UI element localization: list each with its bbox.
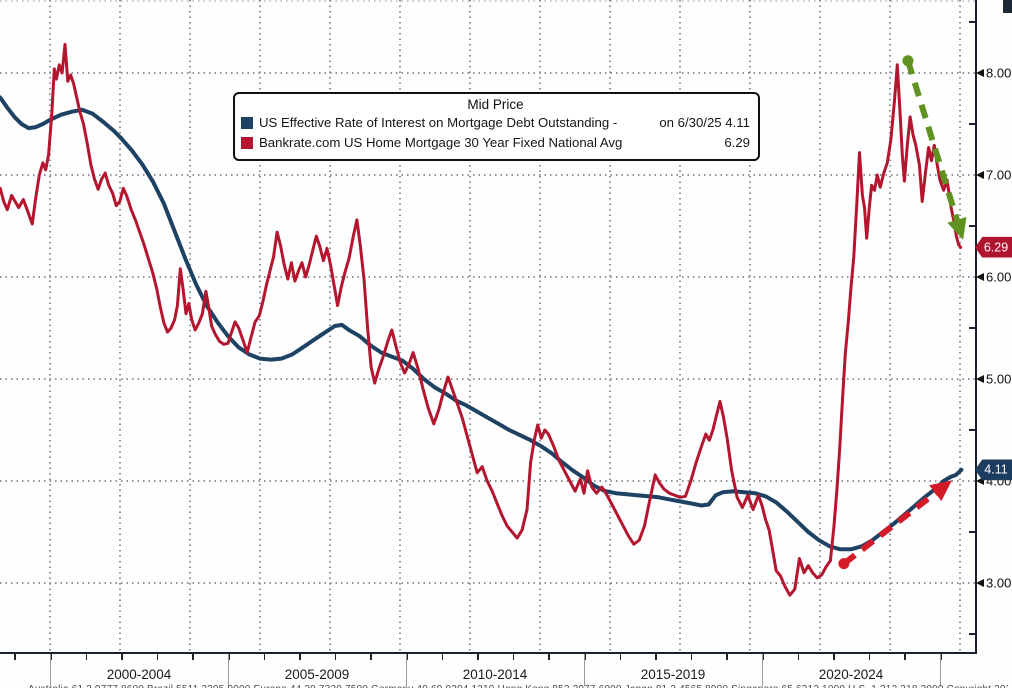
vertical-gridline (959, 0, 961, 652)
x-axis-minor-tick (548, 654, 550, 660)
y-axis-tick-label: 8.00 (986, 65, 1012, 81)
x-axis-minor-tick (512, 654, 515, 660)
x-axis-minor-tick (441, 654, 444, 660)
x-axis-divider (762, 654, 763, 686)
red-series-swatch (241, 137, 253, 149)
corner-handle[interactable] (1003, 0, 1012, 13)
x-axis-minor-tick (192, 654, 194, 660)
horizontal-gridline (0, 378, 975, 380)
series-lines (0, 42, 964, 597)
vertical-gridline (469, 0, 471, 652)
x-axis-minor-tick (263, 654, 266, 660)
y-axis-minor-tick (969, 531, 976, 533)
legend-label: US Effective Rate of Interest on Mortgag… (259, 115, 618, 130)
x-axis-divider (940, 654, 941, 686)
x-axis-minor-tick (619, 654, 622, 660)
x-axis-minor-tick (477, 654, 479, 660)
footer-clipped-text: Australia 61 2 9777 8600 Brazil 5511 239… (28, 684, 1008, 688)
legend-value: on 6/30/25 4.11 (659, 115, 750, 130)
legend-box[interactable]: Mid Price US Effective Rate of Interest … (233, 92, 760, 161)
y-axis-tick-label: 3.00 (986, 575, 1012, 591)
x-axis-divider (228, 654, 229, 686)
y-axis-tick-label: 7.00 (986, 167, 1012, 183)
last-price-badge: 4.11 (975, 459, 1012, 481)
legend-label: Bankrate.com US Home Mortgage 30 Year Fi… (259, 135, 623, 150)
horizontal-gridline (0, 72, 975, 74)
horizontal-gridline (0, 582, 975, 584)
arrow-start-dot (838, 558, 850, 570)
arrow-start-dot (902, 55, 914, 67)
x-axis-bin-label: 2000-2004 (106, 667, 172, 682)
navy-series-swatch (241, 117, 253, 129)
vertical-gridline (189, 0, 191, 652)
y-axis-tick-arrow-icon (976, 171, 984, 179)
y-axis-tick-label: 5.00 (986, 371, 1012, 387)
last-price-badge: 6.29 (975, 236, 1012, 258)
x-axis-minor-tick (334, 654, 337, 660)
vertical-gridline (259, 0, 261, 652)
x-axis-minor-tick (121, 654, 123, 660)
series-line (0, 95, 964, 552)
horizontal-gridline (0, 276, 975, 278)
x-axis-divider (406, 654, 407, 686)
x-axis-divider (584, 654, 585, 686)
x-axis-minor-tick (156, 654, 159, 660)
horizontal-gridline (0, 174, 975, 176)
y-axis-minor-tick (969, 633, 976, 635)
x-axis-bin-label: 2010-2014 (462, 667, 528, 682)
x-axis-minor-tick (797, 654, 800, 660)
x-axis-bin-label: 2020-2024 (818, 667, 884, 682)
vertical-gridline (329, 0, 331, 652)
x-axis-minor-tick (726, 654, 728, 660)
top-border-dots (0, 0, 975, 2)
series-line (0, 42, 963, 597)
vertical-gridline (679, 0, 681, 652)
legend-row-effective-rate: US Effective Rate of Interest on Mortgag… (241, 113, 750, 133)
x-axis-minor-tick (14, 654, 16, 660)
y-axis-tick-arrow-icon (976, 69, 984, 77)
y-axis-tick-arrow-icon (976, 579, 984, 587)
y-axis-minor-tick (969, 429, 976, 431)
x-axis-minor-tick (85, 654, 88, 660)
vertical-gridline (49, 0, 51, 652)
legend-title: Mid Price (467, 97, 524, 112)
y-axis-minor-tick (969, 123, 976, 125)
y-axis-minor-tick (969, 225, 976, 227)
y-axis-minor-tick (969, 21, 976, 23)
x-axis-bin-label: 2015-2019 (640, 667, 706, 682)
y-axis-line (975, 0, 977, 654)
vertical-gridline (119, 0, 121, 652)
y-axis-tick-arrow-icon (976, 273, 984, 281)
x-axis-minor-tick (868, 654, 871, 660)
x-axis-minor-tick (370, 654, 372, 660)
x-axis-minor-tick (299, 654, 301, 660)
legend-value: 6.29 (724, 135, 750, 150)
x-axis-bin-label: 2005-2009 (284, 667, 350, 682)
x-axis-minor-tick (904, 654, 906, 660)
x-axis-line (0, 652, 977, 654)
vertical-gridline (399, 0, 401, 652)
y-axis-tick-label: 6.00 (986, 269, 1012, 285)
x-axis-minor-tick (833, 654, 835, 660)
green-trend-arrow (905, 59, 967, 240)
vertical-gridline (889, 0, 891, 652)
legend-row-bankrate: Bankrate.com US Home Mortgage 30 Year Fi… (241, 133, 750, 153)
y-axis-tick-arrow-icon (976, 375, 984, 383)
x-axis-minor-tick (690, 654, 693, 660)
vertical-gridline (609, 0, 611, 652)
annotation-arrows (838, 55, 967, 570)
y-axis-tick-arrow-icon (976, 477, 984, 485)
x-axis-divider (50, 654, 51, 686)
y-axis-minor-tick (969, 327, 976, 329)
vertical-gridline (749, 0, 751, 652)
vertical-gridline (819, 0, 821, 652)
vertical-gridline (539, 0, 541, 652)
x-axis-minor-tick (655, 654, 657, 660)
